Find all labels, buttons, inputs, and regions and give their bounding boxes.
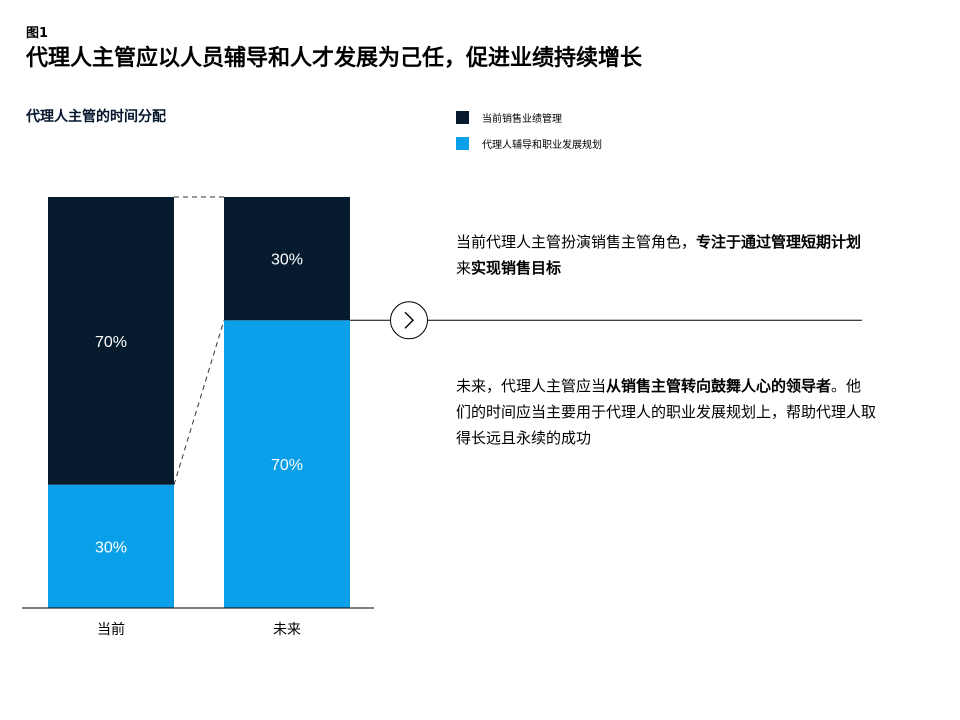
page-title: 代理人主管应以人员辅导和人才发展为己任，促进业绩持续增长 [26, 45, 643, 71]
note-current-bold-2: 实现销售目标 [471, 259, 562, 277]
note-current: 当前代理人主管扮演销售主管角色，专注于通过管理短期计划来实现销售目标 [456, 229, 876, 281]
category-label-1: 当前 [97, 621, 125, 638]
chart-title: 代理人主管的时间分配 [26, 109, 166, 125]
bar-1-segment-1 [48, 484, 174, 608]
legend-swatch-sales [456, 110, 469, 124]
data-label-2-1: 70% [271, 457, 303, 474]
chevron-right-icon [404, 311, 414, 329]
legend-item-coaching: 代理人辅导和职业发展规划 [456, 136, 602, 151]
chart-legend: 当前销售业绩管理 代理人辅导和职业发展规划 [456, 110, 602, 162]
connector-dashed-lower [173, 320, 225, 485]
bar-1-segment-2 [48, 197, 174, 485]
category-label-2: 未来 [273, 622, 301, 638]
note-future-text-1: 未来，代理人主管应当 [456, 377, 607, 395]
legend-item-sales: 当前销售业绩管理 [456, 110, 602, 125]
figure-label: 图1 [26, 26, 49, 41]
bar-2-segment-2 [224, 197, 350, 321]
data-label-2-2: 30% [271, 252, 303, 269]
note-current-text-1: 当前代理人主管扮演销售主管角色， [456, 233, 697, 251]
note-current-text-2: 来 [456, 259, 472, 277]
legend-label-sales: 当前销售业绩管理 [482, 113, 562, 125]
note-current-bold-1: 专注于通过管理短期计划 [696, 233, 862, 251]
note-future-text-2: 。他们的时间应当主要用于代理人的职业发展规划上，帮助代理人取得长远且永续的成功 [456, 377, 877, 447]
note-future-bold-1: 从销售主管转向鼓舞人心的领导者 [606, 377, 832, 395]
chevron-circle-icon [390, 301, 428, 340]
data-label-1-2: 70% [95, 334, 127, 351]
legend-swatch-coaching [456, 136, 469, 150]
note-future: 未来，代理人主管应当从销售主管转向鼓舞人心的领导者。他们的时间应当主要用于代理人… [456, 373, 876, 451]
bar-2-segment-1 [224, 320, 350, 608]
legend-label-coaching: 代理人辅导和职业发展规划 [482, 139, 602, 151]
data-label-1-1: 30% [95, 539, 127, 556]
